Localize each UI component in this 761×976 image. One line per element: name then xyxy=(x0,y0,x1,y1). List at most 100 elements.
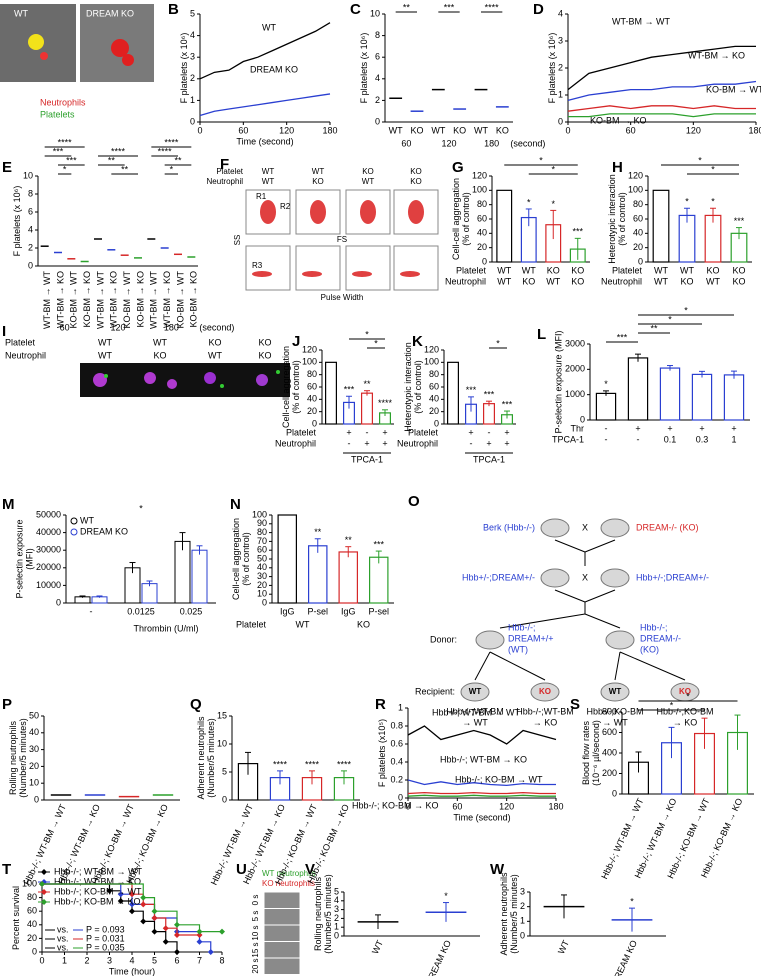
donor-genotype: Hbb-/-; xyxy=(508,622,536,632)
row-value: - xyxy=(605,434,608,444)
survival-step xyxy=(42,883,178,952)
bar xyxy=(141,583,158,604)
legend-label: WT xyxy=(80,515,94,525)
significance: * xyxy=(711,197,715,207)
stat-vs: vs. xyxy=(57,942,69,952)
recipient-label: Recipient: xyxy=(415,686,455,696)
survival-point xyxy=(174,949,180,955)
y-tick-label: 60 xyxy=(257,545,267,555)
row-label: Platelet xyxy=(456,265,487,275)
series-label: KO-BM → WT xyxy=(706,84,761,94)
row-value: KO xyxy=(571,265,584,275)
legend-label: Platelets xyxy=(40,109,75,119)
y-tick-label: 4 xyxy=(28,224,33,234)
x-tick-label: 5 xyxy=(152,955,157,965)
y-tick-label: 1 xyxy=(334,922,339,932)
row-value: + xyxy=(382,427,387,437)
group-label: 60 xyxy=(401,138,411,148)
significance: *** xyxy=(66,155,77,165)
significance: ** xyxy=(363,379,371,389)
x-tick-label: 0 xyxy=(565,125,570,135)
recipient-group: → KO xyxy=(673,717,698,727)
panel-letter: S xyxy=(570,696,580,713)
y-axis-label: (% of control) xyxy=(461,192,471,246)
y-tick-label: 80 xyxy=(633,199,643,209)
y-tick-label: 0 xyxy=(434,418,439,428)
y-axis-label: Cell-cell aggregation xyxy=(231,518,241,600)
cross-symbol: X xyxy=(582,522,588,532)
recipient-mark: WT xyxy=(609,687,622,696)
row-label: Platelet xyxy=(5,337,36,347)
significance: **** xyxy=(378,398,393,408)
significance: *** xyxy=(502,399,513,409)
x-tick-label: KO-BM → WT xyxy=(175,271,185,329)
panel-letter: D xyxy=(533,1,544,18)
recipient-mark: KO xyxy=(679,687,691,696)
legend-marker xyxy=(70,517,78,525)
y-axis-label: Percent survival xyxy=(11,886,21,950)
y-axis-label: P-selectin exposure (MFI) xyxy=(554,330,564,433)
y-tick-label: 8 xyxy=(375,30,380,40)
x-tick-label: KO-BM → WT xyxy=(122,271,132,329)
y-tick-label: 60 xyxy=(27,906,37,916)
y-tick-label: 1 xyxy=(558,89,563,99)
x-tick-label: 120 xyxy=(279,125,294,135)
panel-letter: L xyxy=(537,326,546,343)
y-tick-label: 5 xyxy=(334,886,339,896)
y-tick-label: 90 xyxy=(257,518,267,528)
x-tick-label: WT-BM → KO xyxy=(55,271,65,328)
significance: *** xyxy=(572,227,583,237)
recipient-group: → WT xyxy=(602,717,628,727)
x-tick-label: 180 xyxy=(322,125,337,135)
micrograph-strip xyxy=(80,363,290,397)
legend-label: KO neutrophils xyxy=(262,879,315,888)
significance: * xyxy=(539,155,543,165)
row-label: Neutrophil xyxy=(5,350,46,360)
row-value: + xyxy=(731,423,736,433)
legend-label: Hbb-/-; KO-BM → WT xyxy=(54,886,142,896)
x-tick-label: KO-BM → KO xyxy=(82,271,92,328)
y-tick-label: 1 xyxy=(398,702,403,712)
line xyxy=(407,725,557,745)
y-axis-label: Heterotypic interaction xyxy=(403,342,413,432)
axis-label: SS xyxy=(233,235,242,246)
line xyxy=(567,45,756,91)
y-tick-label: 2 xyxy=(520,901,525,911)
significance: ** xyxy=(121,164,129,174)
significance: * xyxy=(551,164,555,174)
significance: *** xyxy=(734,216,745,226)
y-tick-label: 8 xyxy=(28,188,33,198)
x-tick-label: KO xyxy=(453,125,466,135)
y-tick-label: 3 xyxy=(190,52,195,62)
y-tick-label: 400 xyxy=(602,747,617,757)
significance: * xyxy=(444,891,448,901)
panel-letter: T xyxy=(2,861,11,878)
y-tick-label: 2 xyxy=(558,62,563,72)
legend-label: WT neutrophils xyxy=(262,869,316,878)
panel-letter: R xyxy=(375,696,386,713)
y-tick-label: 3 xyxy=(520,886,525,896)
significance: **** xyxy=(158,146,173,156)
y-tick-label: 10 xyxy=(370,8,380,18)
panel-letter: Q xyxy=(190,696,202,713)
survival-point xyxy=(39,881,45,887)
stat-vs: vs. xyxy=(57,924,69,934)
bar xyxy=(595,392,617,421)
significance: ** xyxy=(174,155,182,165)
series-label: KO-BM → KO xyxy=(590,115,647,125)
line xyxy=(407,779,556,787)
donor-genotype: (KO) xyxy=(640,644,659,654)
col-label: KO xyxy=(153,350,166,360)
x-tick-label: 60 xyxy=(452,801,462,811)
col-label: KO xyxy=(410,167,422,176)
significance: *** xyxy=(466,385,477,395)
donor-genotype: Hbb-/-; xyxy=(640,622,668,632)
y-tick-label: 5 xyxy=(222,766,227,776)
y-tick-label: 5 xyxy=(190,8,195,18)
donor-genotype: DREAM-/- xyxy=(640,633,681,643)
recipient-group: Hbb-/-;KO-BM xyxy=(586,706,643,716)
panel-letter: K xyxy=(412,333,423,350)
parent-label: DREAM-/- (KO) xyxy=(636,522,699,532)
row-value: WT xyxy=(546,276,560,286)
